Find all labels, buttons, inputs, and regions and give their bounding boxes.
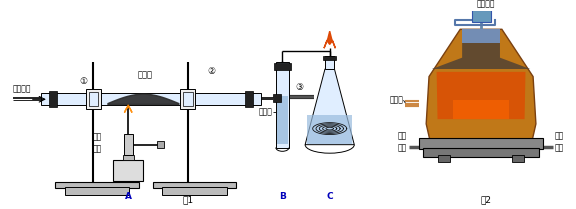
Text: 图2: 图2 xyxy=(480,195,491,204)
Bar xyxy=(273,94,281,102)
Bar xyxy=(180,89,195,109)
Text: 炉渣
出口: 炉渣 出口 xyxy=(398,132,407,152)
Bar xyxy=(113,160,143,181)
Polygon shape xyxy=(305,69,354,145)
Bar xyxy=(86,89,101,109)
Polygon shape xyxy=(426,29,536,145)
Text: 氧化铁: 氧化铁 xyxy=(138,70,153,79)
Bar xyxy=(65,187,129,195)
Text: 一氧化碳: 一氧化碳 xyxy=(13,85,31,94)
Bar xyxy=(276,62,289,148)
Bar xyxy=(162,187,226,195)
Bar xyxy=(55,182,139,188)
Bar xyxy=(512,155,524,162)
Bar xyxy=(325,56,335,69)
Text: A: A xyxy=(125,192,132,201)
Bar xyxy=(245,91,253,107)
Bar xyxy=(183,92,192,106)
Text: 酒精
喷灯: 酒精 喷灯 xyxy=(93,132,102,153)
Bar xyxy=(274,63,291,70)
Text: 石灰水: 石灰水 xyxy=(259,107,273,116)
Text: ②: ② xyxy=(207,67,215,76)
Bar xyxy=(438,155,450,162)
Bar xyxy=(123,134,133,155)
Text: 图1: 图1 xyxy=(182,195,194,204)
Bar xyxy=(472,10,491,22)
Polygon shape xyxy=(432,29,530,69)
Bar xyxy=(157,141,164,148)
Text: 生铁
出口: 生铁 出口 xyxy=(555,132,564,152)
Text: ①: ① xyxy=(79,77,88,86)
Polygon shape xyxy=(437,72,525,119)
Bar xyxy=(41,93,261,105)
Text: 原料入口: 原料入口 xyxy=(476,0,495,9)
Polygon shape xyxy=(453,100,509,119)
Text: C: C xyxy=(327,192,333,201)
Text: 热空气: 热空气 xyxy=(389,96,403,105)
Text: B: B xyxy=(279,192,286,201)
Bar xyxy=(323,56,336,60)
Bar xyxy=(276,96,288,144)
Bar xyxy=(419,138,544,149)
Bar xyxy=(49,91,57,107)
Polygon shape xyxy=(324,31,335,48)
Bar xyxy=(153,182,236,188)
Text: ③: ③ xyxy=(295,83,304,92)
Bar xyxy=(123,155,134,160)
Bar xyxy=(423,148,539,157)
Bar xyxy=(89,92,98,106)
Polygon shape xyxy=(124,105,132,112)
Polygon shape xyxy=(307,115,353,144)
Polygon shape xyxy=(462,29,500,43)
